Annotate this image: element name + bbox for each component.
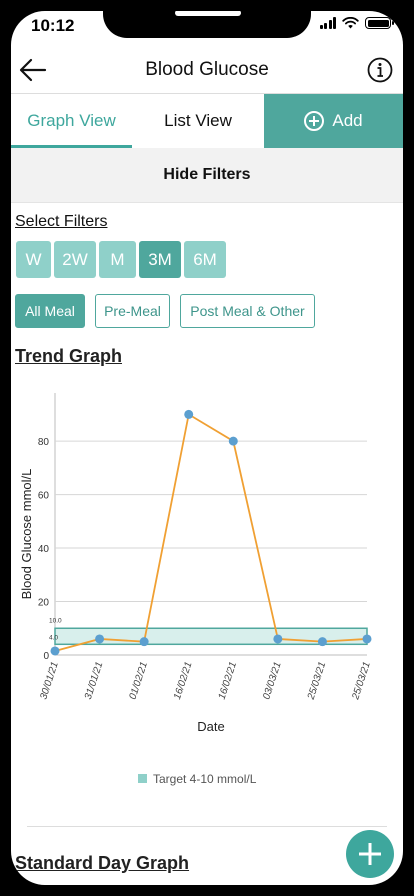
range-filter-row: W 2W M 3M 6M [16, 241, 403, 278]
x-tick-label: 03/03/21 [261, 661, 283, 701]
filters-panel: Select Filters W 2W M 3M 6M All Meal Pre… [11, 203, 403, 328]
trend-chart-container: 0 20 40 60 80 10.0 4.0 30/01/21 31/01/21 01/02/21… [11, 373, 403, 848]
status-bar: 10:12 [11, 11, 403, 47]
notch [103, 11, 311, 38]
y-tick-label: 60 [38, 491, 50, 502]
y-tick-label: 20 [38, 598, 50, 609]
back-arrow-icon[interactable] [19, 57, 47, 83]
page-title: Blood Glucose [145, 59, 269, 80]
view-tabs: Graph View List View Add [11, 93, 403, 148]
data-point [228, 436, 238, 446]
battery-icon [365, 17, 394, 29]
data-point [362, 634, 372, 644]
series-line [54, 412, 368, 652]
meal-button-pre[interactable]: Pre-Meal [95, 294, 170, 328]
meal-button-post[interactable]: Post Meal & Other [180, 294, 315, 328]
legend-label: Target 4-10 mmol/L [153, 772, 257, 786]
plus-icon [359, 843, 381, 865]
data-point [184, 409, 194, 419]
trend-graph-heading: Trend Graph [15, 346, 123, 366]
meal-filter-row: All Meal Pre-Meal Post Meal & Other [15, 294, 403, 328]
y-tick-label: 0 [43, 651, 49, 662]
nav-bar: Blood Glucose [11, 47, 403, 93]
hide-filters-button[interactable]: Hide Filters [11, 148, 403, 203]
data-point [139, 637, 149, 647]
status-icons [319, 17, 394, 29]
app-screen: 10:12 Blood Glucose [11, 11, 403, 885]
data-point [273, 634, 283, 644]
plus-circle-icon [304, 111, 325, 131]
tab-graph-view[interactable]: Graph View [11, 94, 132, 148]
x-tick-label: 30/01/21 [38, 661, 60, 701]
y-axis-title: Blood Glucose mmol/L [19, 469, 34, 600]
standard-day-heading: Standard Day Graph [15, 853, 190, 873]
target-low-label: 4.0 [49, 634, 58, 641]
range-button-w[interactable]: W [16, 241, 51, 278]
target-high-label: 10.0 [49, 617, 62, 624]
range-button-m[interactable]: M [99, 241, 136, 278]
legend-swatch [138, 774, 147, 783]
x-tick-label: 01/02/21 [128, 661, 150, 701]
signal-icon [319, 17, 336, 29]
status-time: 10:12 [31, 16, 75, 35]
range-button-6m[interactable]: 6M [184, 241, 226, 278]
floating-add-button[interactable] [346, 830, 394, 878]
x-tick-label: 16/02/21 [217, 661, 239, 701]
x-tick-label: 31/01/21 [83, 661, 105, 701]
meal-button-all[interactable]: All Meal [15, 294, 85, 328]
y-tick-label: 40 [38, 544, 50, 555]
add-button[interactable]: Add [264, 94, 403, 148]
x-tick-label: 25/03/21 [305, 661, 328, 702]
y-tick-label: 80 [38, 437, 50, 448]
tab-list-view[interactable]: List View [164, 111, 232, 130]
x-axis-title: Date [197, 719, 224, 734]
wifi-icon [342, 17, 359, 29]
data-point [50, 646, 60, 656]
trend-chart: 0 20 40 60 80 10.0 4.0 30/01/21 31/01/21 01/02/21… [19, 393, 373, 786]
info-icon[interactable] [367, 57, 393, 83]
range-button-3m[interactable]: 3M [139, 241, 181, 278]
x-tick-label: 25/03/21 [350, 661, 373, 702]
select-filters-label: Select Filters [15, 213, 108, 230]
range-button-2w[interactable]: 2W [54, 241, 96, 278]
speaker-bar [175, 11, 241, 16]
x-tick-label: 16/02/21 [172, 661, 194, 701]
data-point [95, 634, 105, 644]
add-button-label: Add [332, 111, 363, 130]
data-point [317, 637, 327, 647]
section-divider [27, 826, 387, 827]
